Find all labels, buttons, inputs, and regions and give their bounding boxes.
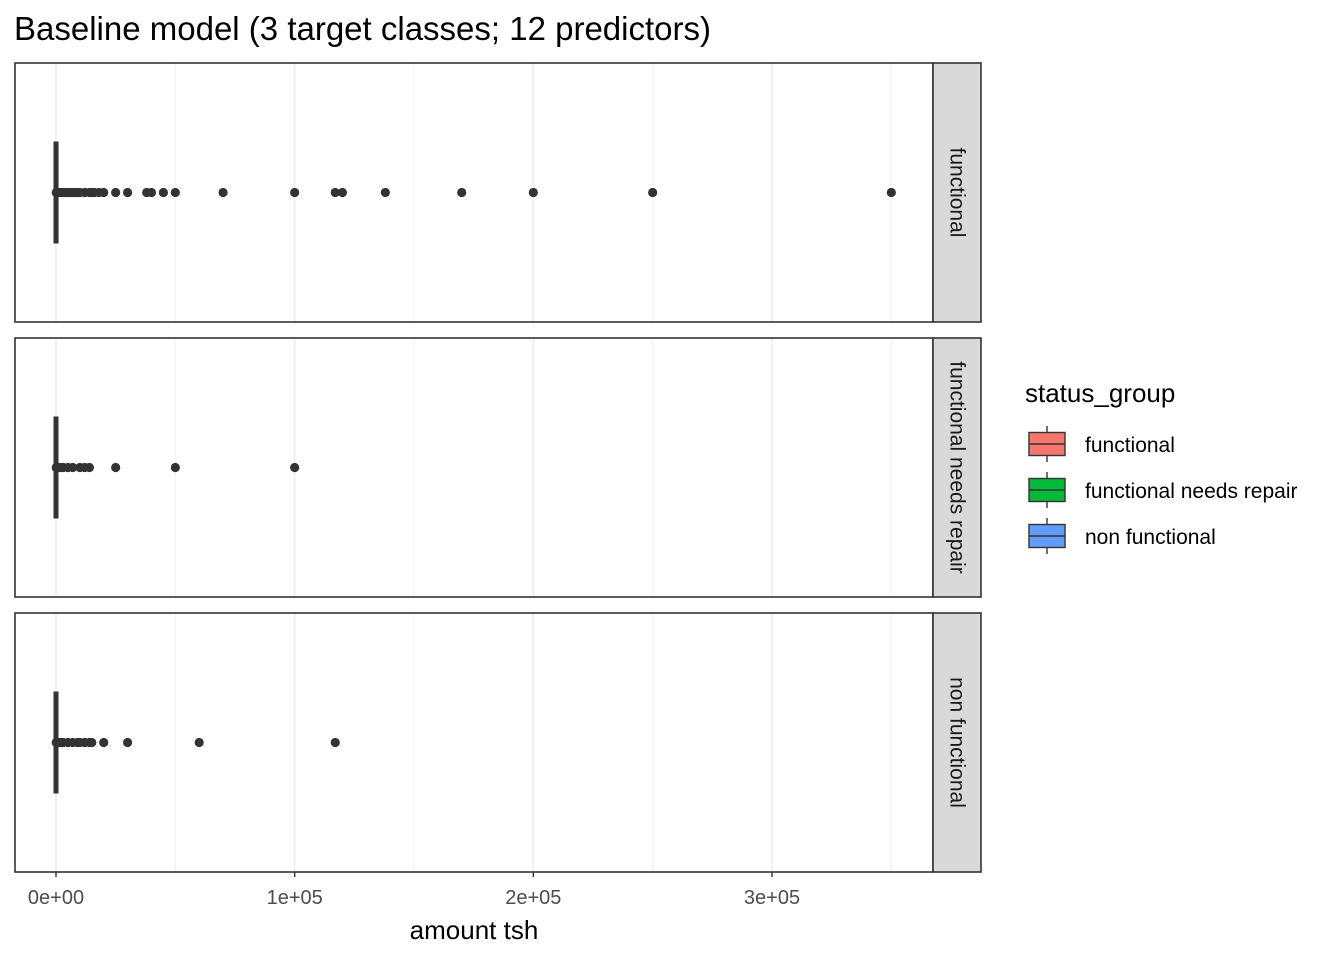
outlier-point bbox=[290, 187, 300, 198]
outlier-point bbox=[330, 737, 340, 748]
outlier-point bbox=[648, 187, 658, 198]
outlier-point bbox=[158, 187, 168, 198]
outlier-point bbox=[146, 187, 157, 198]
outlier-point bbox=[170, 462, 180, 473]
panel-background bbox=[15, 613, 933, 872]
facet-strip-label: functional needs repair bbox=[946, 361, 969, 573]
facet-strip bbox=[932, 62, 982, 323]
panel-background bbox=[15, 63, 933, 322]
outlier-point bbox=[99, 187, 109, 198]
legend-label: functional needs repair bbox=[1085, 480, 1297, 503]
facet-panels: functional functional needs repair non fun… bbox=[14, 62, 982, 873]
x-tick-label: 1e+05 bbox=[267, 887, 323, 909]
x-axis-title: amount tsh bbox=[410, 915, 539, 945]
legend-label: functional bbox=[1085, 434, 1175, 457]
outlier-point bbox=[380, 187, 390, 198]
outlier-point bbox=[84, 462, 95, 473]
facet-panel: functional needs repair bbox=[14, 337, 982, 598]
x-axis: 0e+00 1e+05 2e+05 3e+05 bbox=[28, 872, 800, 909]
outlier-point bbox=[886, 187, 896, 198]
outlier-point bbox=[218, 187, 228, 198]
facet-panel: non functional bbox=[14, 612, 982, 873]
outlier-point bbox=[87, 737, 97, 748]
chart-title: Baseline model (3 target classes; 12 pre… bbox=[14, 10, 711, 47]
legend-label: non functional bbox=[1085, 526, 1216, 549]
facet-panel: functional bbox=[14, 62, 982, 323]
legend-item: non functional bbox=[1028, 518, 1216, 554]
outlier-point bbox=[123, 737, 133, 748]
panel-background bbox=[15, 338, 933, 597]
outlier-point bbox=[194, 737, 204, 748]
outlier-point bbox=[111, 187, 121, 198]
outlier-point bbox=[99, 737, 109, 748]
facet-strip bbox=[932, 612, 982, 873]
outlier-point bbox=[123, 187, 133, 198]
legend-item: functional needs repair bbox=[1028, 472, 1297, 508]
x-tick-label: 3e+05 bbox=[744, 887, 800, 909]
legend: status_group functional functional needs … bbox=[1025, 378, 1297, 554]
facet-strip bbox=[932, 337, 982, 598]
outlier-point bbox=[68, 462, 78, 473]
x-tick-label: 0e+00 bbox=[28, 887, 84, 909]
outlier-point bbox=[170, 187, 180, 198]
outlier-point bbox=[337, 187, 347, 198]
outlier-point bbox=[330, 187, 340, 198]
outlier-point bbox=[457, 187, 467, 198]
outlier-point bbox=[528, 187, 538, 198]
facet-strip-label: functional bbox=[946, 148, 969, 238]
x-tick-label: 2e+05 bbox=[505, 887, 561, 909]
outlier-point bbox=[290, 462, 300, 473]
legend-title: status_group bbox=[1025, 378, 1175, 408]
facet-strip-label: non functional bbox=[946, 677, 969, 808]
legend-item: functional bbox=[1028, 426, 1175, 462]
outlier-point bbox=[111, 462, 121, 473]
